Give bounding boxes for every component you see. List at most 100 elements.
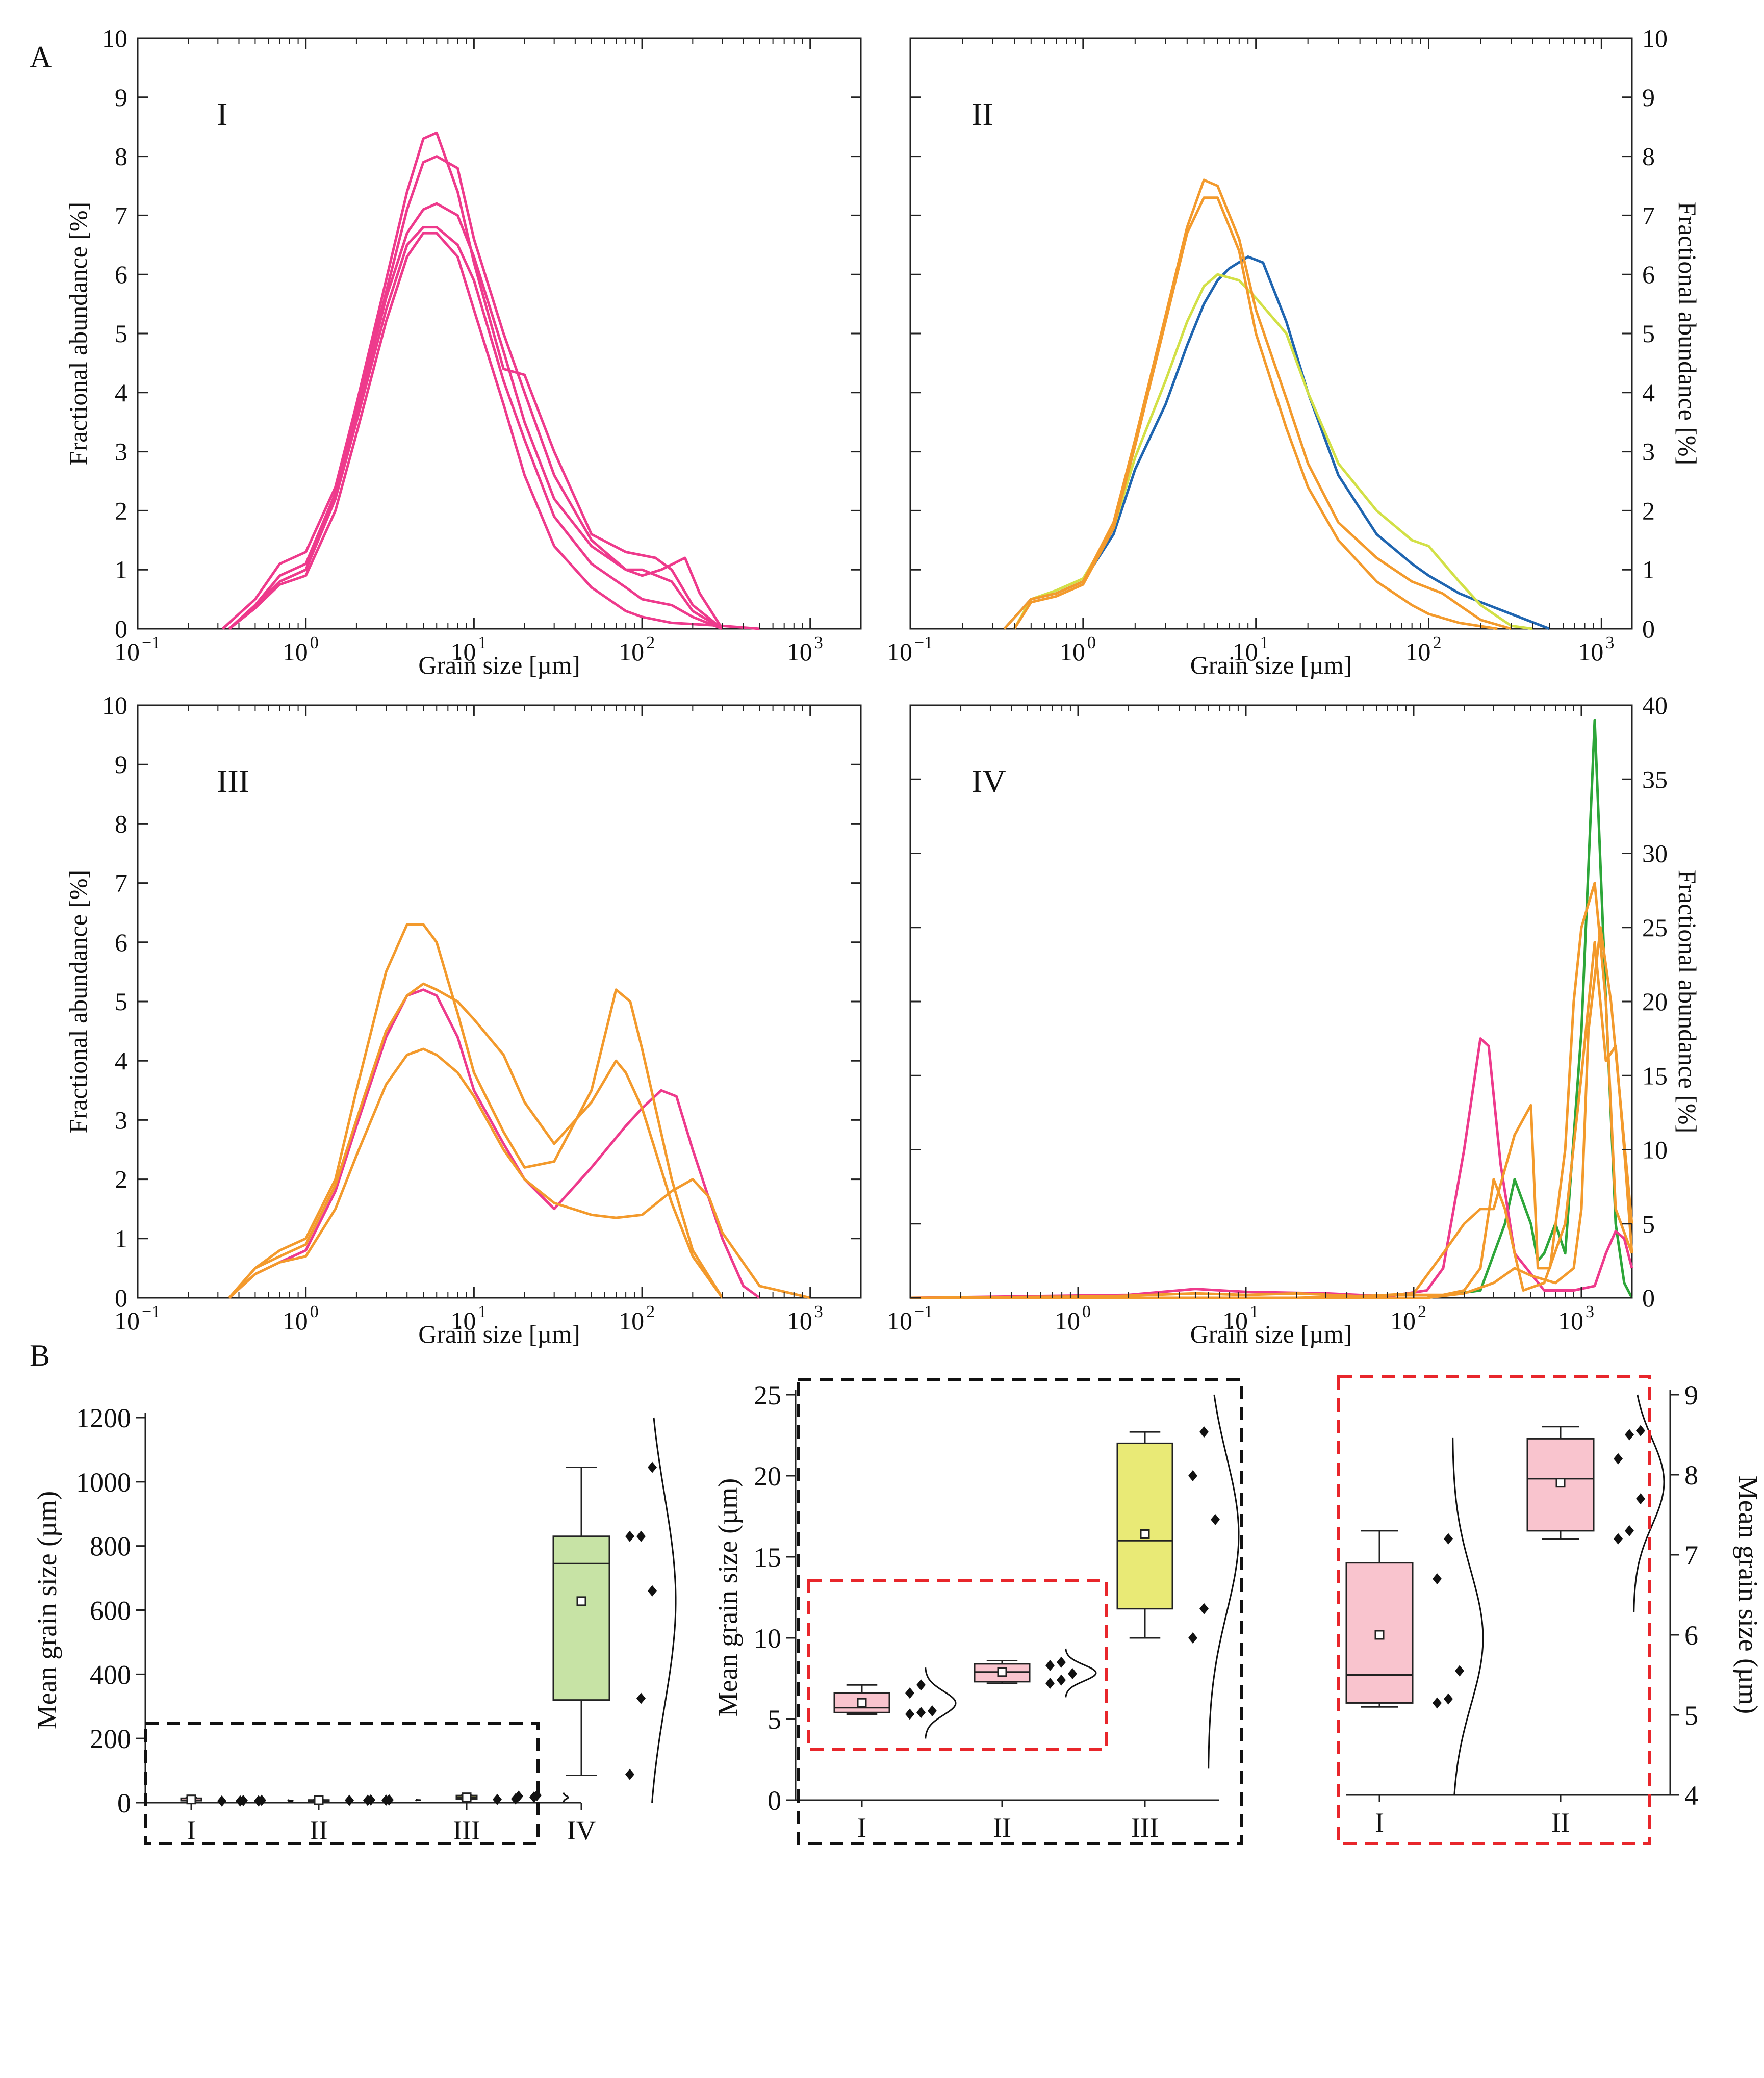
x-tick-label-base: 10: [887, 1306, 912, 1335]
y-tick-label: 9: [115, 750, 127, 779]
y-tick-label: 20: [1642, 987, 1668, 1016]
y-tick-label: 0: [1642, 1284, 1655, 1312]
x-tick-label-base: 10: [787, 637, 812, 666]
data-point: [366, 1794, 375, 1806]
data-point: [1444, 1693, 1453, 1705]
x-tick-label-exp: 0: [1082, 1302, 1091, 1321]
series-line-3: [910, 882, 1633, 1299]
y-tick-label: 10: [1642, 1136, 1668, 1164]
y-tick-label: 5: [1642, 319, 1655, 348]
data-point: [257, 1794, 266, 1806]
series-line-2: [228, 155, 723, 630]
y-tick-label: 25: [754, 1380, 781, 1410]
x-tick-label-exp: 0: [310, 633, 319, 652]
series-line-4: [228, 226, 723, 630]
x-tick-label-base: 10: [283, 1306, 308, 1335]
y-tick-label: 0: [115, 614, 127, 643]
data-point: [1625, 1525, 1634, 1536]
distribution-curve: [1208, 1394, 1240, 1769]
y-tick-label: 0: [1642, 614, 1655, 643]
y-tick-label: 30: [1642, 839, 1668, 868]
y-tick-label: 1: [115, 1224, 127, 1253]
distribution-curve: [287, 1799, 294, 1802]
panel-title: I: [217, 96, 227, 132]
y-tick-label: 4: [115, 1046, 127, 1075]
distribution-curve: [1452, 1437, 1484, 1795]
data-point: [1636, 1425, 1645, 1436]
y-tick-label: 5: [115, 319, 127, 348]
data-point: [928, 1705, 937, 1717]
x-tick-label: I: [857, 1812, 866, 1843]
y-tick-label: 9: [115, 83, 127, 112]
x-axis-label: Grain size [µm]: [418, 1320, 580, 1348]
y-tick-label: 600: [90, 1596, 131, 1626]
x-tick-label-base: 10: [619, 637, 644, 666]
x-axis-label: Grain size [µm]: [418, 651, 580, 679]
mean-marker: [1555, 1478, 1566, 1488]
x-tick-label-exp: −1: [914, 1302, 933, 1321]
x-tick-label-exp: 2: [646, 1302, 655, 1321]
data-point: [916, 1707, 926, 1718]
plot-frame: [909, 37, 1633, 630]
x-tick-label-exp: 2: [1433, 633, 1442, 652]
y-tick-label: 0: [115, 1284, 127, 1312]
series-line-1: [228, 988, 760, 1299]
zoom-frame-dash_black: [797, 1378, 1243, 1845]
x-tick-label-base: 10: [450, 637, 476, 666]
y-tick-label: 10: [1642, 24, 1668, 53]
y-tick-label: 7: [115, 201, 127, 229]
x-tick-label-exp: 0: [310, 1302, 319, 1321]
x-tick-label-base: 10: [1405, 637, 1431, 666]
data-point: [1614, 1533, 1623, 1545]
y-tick-label: 2: [1642, 496, 1655, 525]
data-point: [1455, 1665, 1464, 1677]
data-point: [1636, 1493, 1645, 1505]
y-axis-label: Fractional abundance [%]: [1673, 870, 1702, 1133]
data-point: [625, 1530, 634, 1542]
data-point: [648, 1585, 657, 1597]
panel-label-a: A: [30, 40, 52, 74]
distribution-curve: [925, 1667, 957, 1739]
y-tick-label: 15: [1642, 1061, 1668, 1090]
y-tick-label: 10: [102, 691, 127, 720]
box-III: [1116, 1442, 1173, 1610]
x-tick-label-base: 10: [450, 1306, 476, 1335]
y-tick-label: 1000: [76, 1467, 131, 1498]
x-tick-label-base: 10: [1390, 1306, 1416, 1335]
series-line-4: [910, 941, 1633, 1299]
data-point: [648, 1461, 657, 1473]
x-tick-label-base: 10: [1055, 1306, 1080, 1335]
series-line-3: [228, 1047, 811, 1299]
y-tick-label: 0: [117, 1788, 131, 1818]
y-axis-label: Mean grain size (µm): [32, 1491, 62, 1729]
series-line-5: [228, 232, 760, 630]
y-tick-label: 9: [1684, 1380, 1698, 1410]
y-tick-label: 10: [102, 24, 127, 53]
x-tick-label-base: 10: [1558, 1306, 1583, 1335]
x-tick-label: III: [453, 1815, 480, 1845]
data-point: [636, 1692, 646, 1704]
y-axis-label: Fractional abundance [%]: [1673, 202, 1702, 465]
y-axis-label: Mean grain size (µm): [712, 1478, 743, 1716]
y-tick-label: 7: [115, 869, 127, 897]
data-point: [1057, 1674, 1066, 1686]
series-line-3: [1003, 178, 1512, 630]
x-tick-label: III: [1131, 1812, 1159, 1843]
x-tick-label-exp: 2: [646, 633, 655, 652]
y-tick-label: 3: [115, 1106, 127, 1134]
y-tick-label: 5: [768, 1704, 781, 1735]
y-tick-label: 400: [90, 1659, 131, 1690]
data-point: [1433, 1573, 1442, 1585]
y-tick-label: 2: [115, 1165, 127, 1194]
x-tick-label: I: [187, 1815, 196, 1845]
y-tick-label: 1: [115, 555, 127, 584]
x-tick-label-exp: 2: [1418, 1302, 1426, 1321]
panel-title: IV: [972, 763, 1006, 799]
x-axis-label: Grain size [µm]: [1190, 1320, 1352, 1348]
data-point: [1625, 1429, 1634, 1441]
x-tick-label: IV: [567, 1815, 596, 1845]
x-tick-label-exp: 3: [814, 1302, 823, 1321]
mean-marker: [857, 1698, 867, 1708]
